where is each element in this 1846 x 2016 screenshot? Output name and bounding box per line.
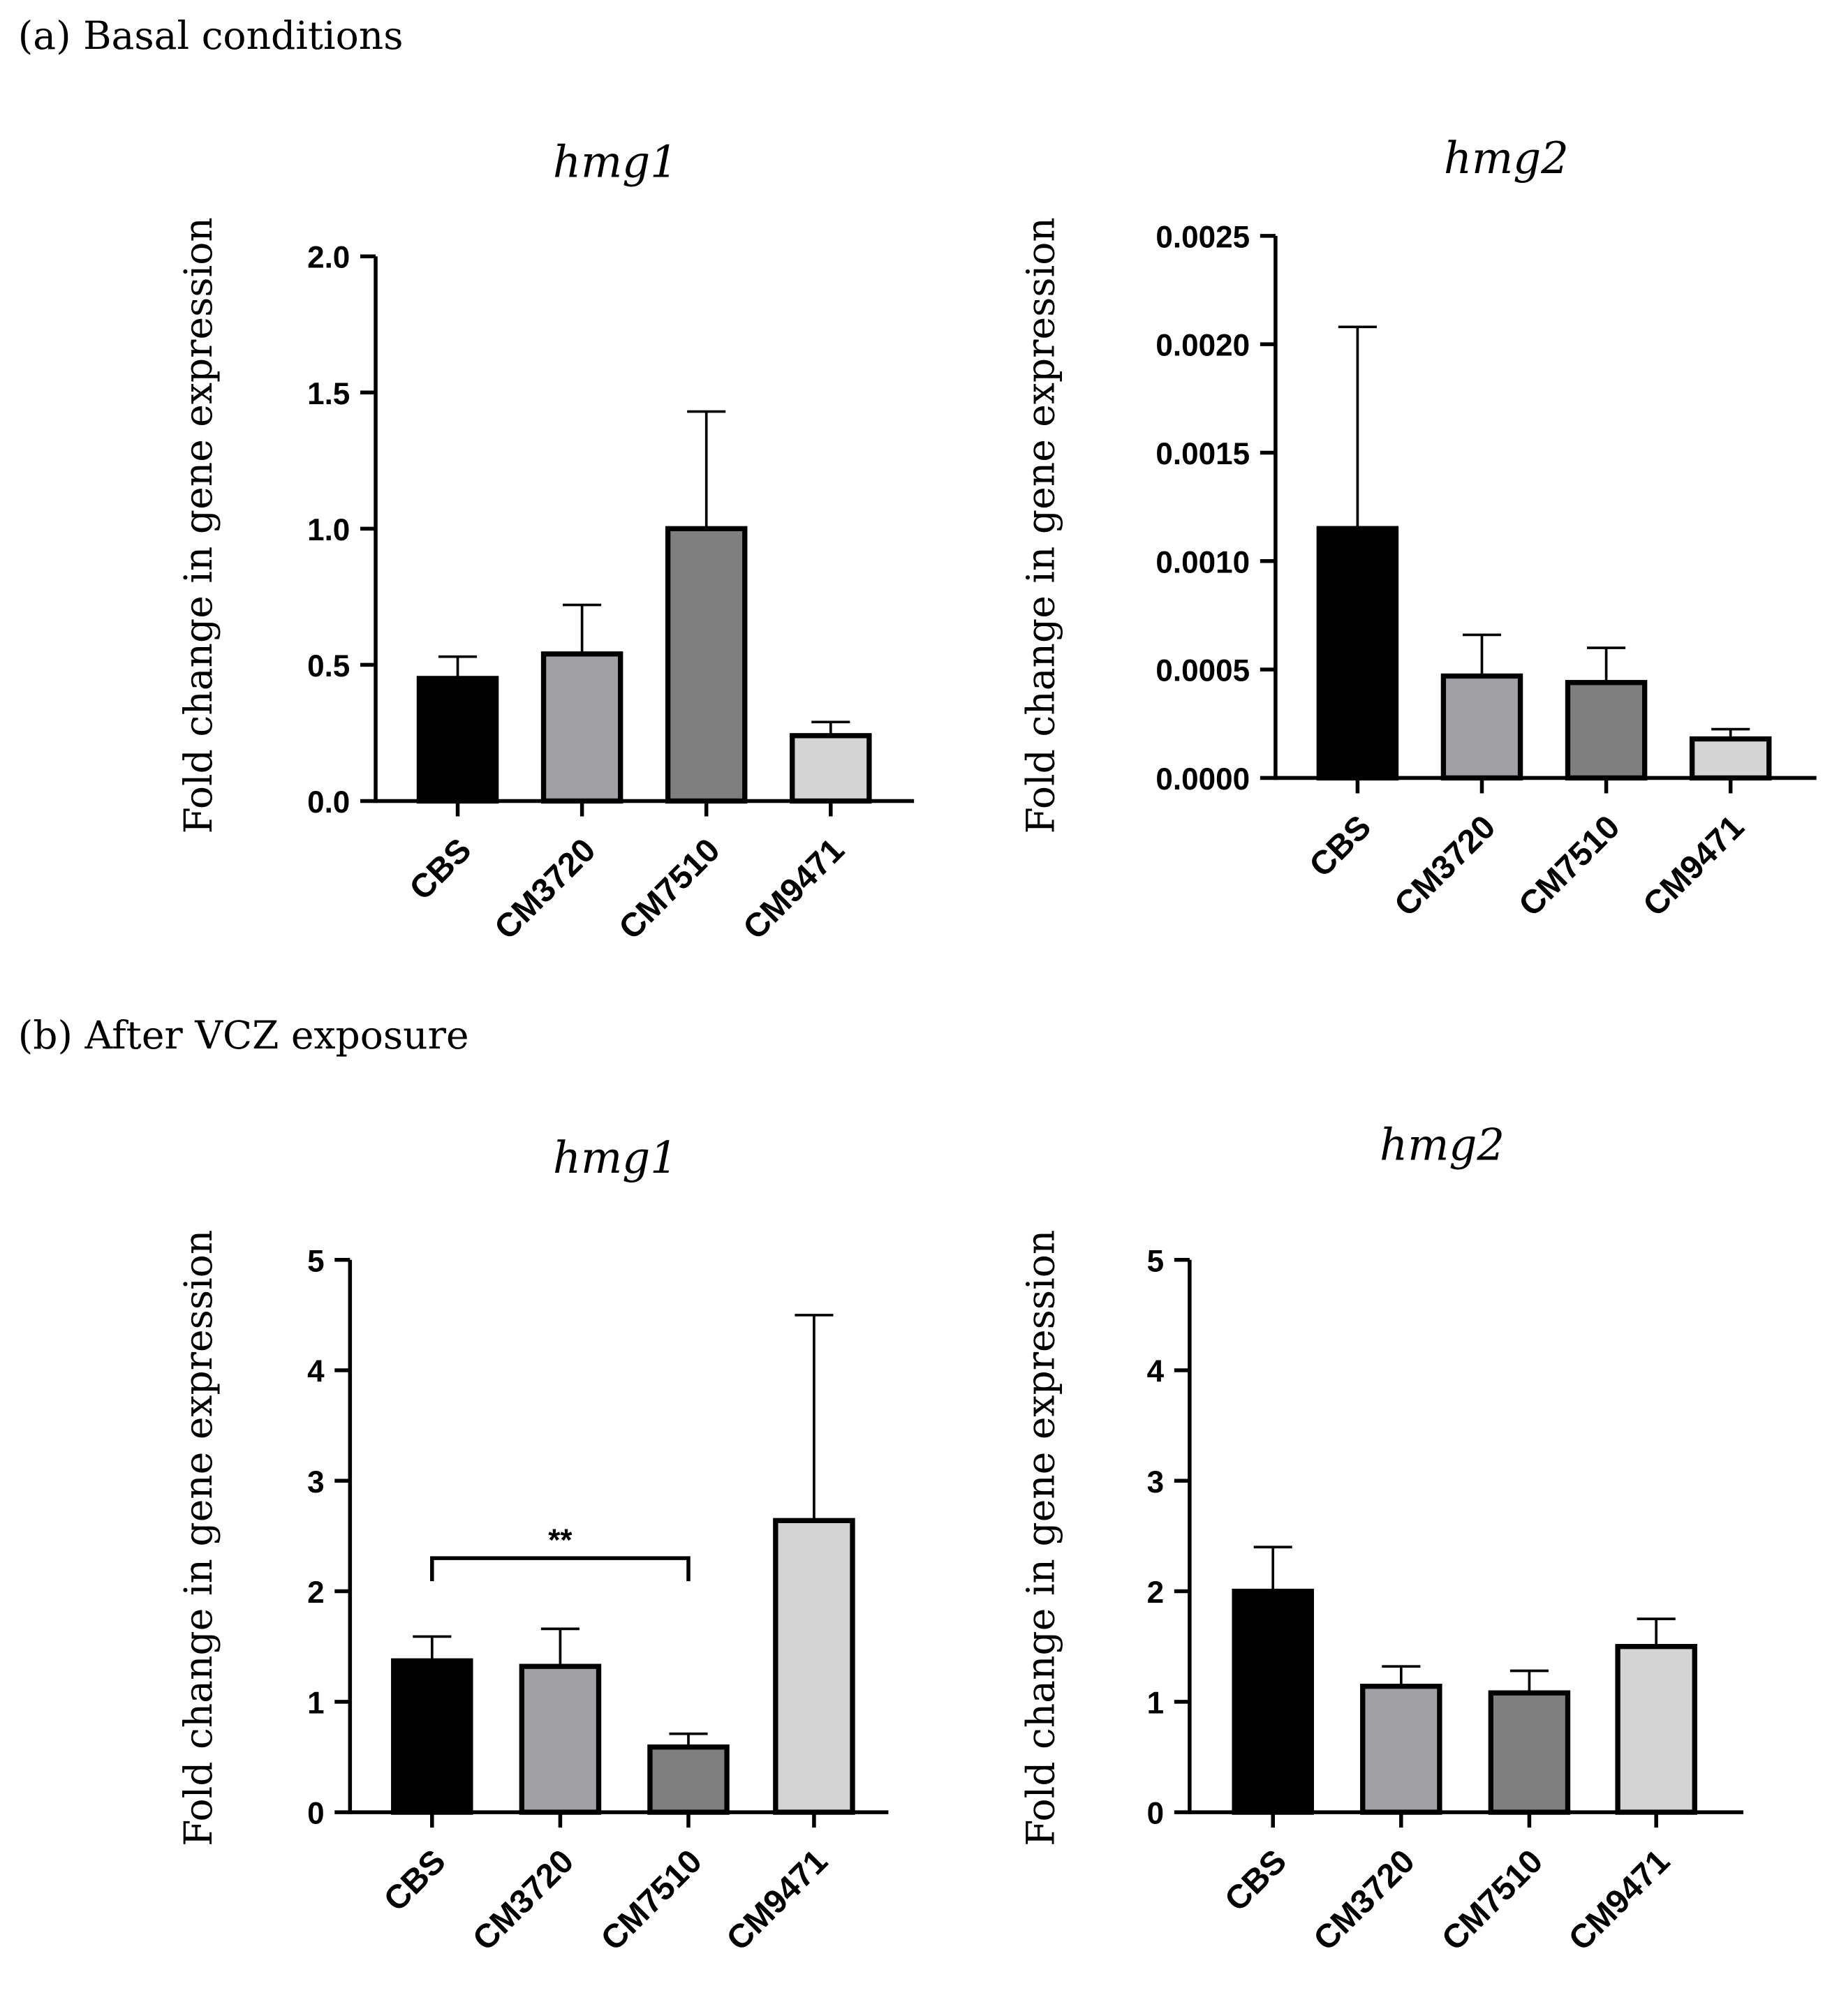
y-tick-label: 0.0010 xyxy=(1155,545,1250,579)
chart-a-hmg1: hmg1 Fold change in gene expression CBS CM3… xyxy=(176,136,915,947)
y-axis-label: Fold change in gene expression xyxy=(1018,217,1063,833)
x-tick-label: CBS xyxy=(403,831,479,907)
y-tick-label: 0.0 xyxy=(307,785,350,820)
y-tick-label: 5 xyxy=(1147,1244,1165,1278)
x-tick-label: CM7510 xyxy=(1512,808,1627,924)
chart-b-hmg1: hmg1 Fold change in gene expression CBS CM3… xyxy=(176,1132,889,1958)
chart-title: hmg1 xyxy=(553,1132,678,1183)
significance-bracket xyxy=(430,1556,691,1582)
bar-CM3720 xyxy=(519,1663,602,1815)
x-tick-label: CBS xyxy=(377,1843,453,1919)
bar-CBS xyxy=(1316,526,1399,781)
x-tick-label: CM3720 xyxy=(1307,1843,1422,1958)
y-tick-label: 0 xyxy=(307,1797,325,1831)
y-tick-label: 0.0000 xyxy=(1155,762,1250,796)
x-tick-label: CBS xyxy=(1302,808,1378,884)
y-tick-label: 4 xyxy=(307,1355,325,1389)
y-tick-label: 0.0015 xyxy=(1155,437,1250,471)
chart-title: hmg2 xyxy=(1444,133,1569,184)
bar-CM9471 xyxy=(1615,1644,1697,1815)
chart-title: hmg1 xyxy=(553,136,678,187)
y-tick-label: 0.0005 xyxy=(1155,654,1250,688)
bar-CBS xyxy=(391,1658,473,1815)
y-tick-label: 4 xyxy=(1147,1355,1165,1389)
x-tick-label: CM9471 xyxy=(1562,1843,1677,1958)
y-tick-label: 3 xyxy=(307,1465,325,1499)
x-tick-label: CM9471 xyxy=(1636,808,1751,924)
x-tick-label: CM7510 xyxy=(612,831,728,947)
x-tick-label: CM7510 xyxy=(594,1843,709,1958)
bar-CM9471 xyxy=(1689,736,1772,781)
chart-b-hmg2: hmg2 Fold change in gene expression CBS CM3… xyxy=(1018,1120,1744,1958)
y-tick-label: 0.0020 xyxy=(1155,329,1250,363)
y-tick-label: 2.0 xyxy=(307,241,350,275)
bar-CBS xyxy=(416,676,499,804)
y-tick-label: 1.5 xyxy=(307,377,350,411)
bar-CM7510 xyxy=(1488,1690,1571,1815)
x-tick-label: CM7510 xyxy=(1435,1843,1550,1958)
y-tick-label: 1.0 xyxy=(307,513,350,547)
x-tick-label: CM3720 xyxy=(1387,808,1502,924)
y-tick-label: 0.5 xyxy=(307,649,350,683)
y-tick-label: 2 xyxy=(1147,1576,1165,1610)
y-tick-label: 1 xyxy=(307,1686,325,1720)
panel-b-label: (b) After VCZ exposure xyxy=(18,1013,469,1058)
bar-CM9471 xyxy=(790,733,872,804)
bar-CM7510 xyxy=(647,1744,730,1815)
y-axis-label: Fold change in gene expression xyxy=(1018,1230,1063,1846)
y-tick-label: 3 xyxy=(1147,1465,1165,1499)
significance-label: ** xyxy=(548,1523,573,1557)
x-tick-label: CM9471 xyxy=(737,831,852,947)
x-tick-label: CBS xyxy=(1218,1843,1294,1919)
y-tick-label: 5 xyxy=(307,1244,325,1278)
chart-a-hmg2: hmg2 Fold change in gene expression CBS CM3… xyxy=(1018,133,1817,924)
y-tick-label: 1 xyxy=(1147,1686,1165,1720)
y-tick-label: 0.0025 xyxy=(1155,220,1250,254)
bar-CM3720 xyxy=(540,651,623,804)
chart-title: hmg2 xyxy=(1380,1120,1505,1171)
bar-CM3720 xyxy=(1440,673,1523,781)
y-tick-label: 2 xyxy=(307,1576,325,1610)
bar-CBS xyxy=(1232,1588,1314,1815)
y-tick-label: 0 xyxy=(1147,1797,1165,1831)
x-tick-label: CM3720 xyxy=(466,1843,581,1958)
x-tick-label: CM9471 xyxy=(720,1843,835,1958)
panel-a-label: (a) Basal conditions xyxy=(18,13,404,58)
y-axis-label: Fold change in gene expression xyxy=(176,217,221,833)
bar-CM7510 xyxy=(665,526,748,804)
bar-CM3720 xyxy=(1360,1683,1442,1815)
y-axis-label: Fold change in gene expression xyxy=(176,1230,221,1846)
bar-CM7510 xyxy=(1565,680,1648,781)
x-tick-label: CM3720 xyxy=(487,831,603,947)
bar-CM9471 xyxy=(773,1518,855,1815)
